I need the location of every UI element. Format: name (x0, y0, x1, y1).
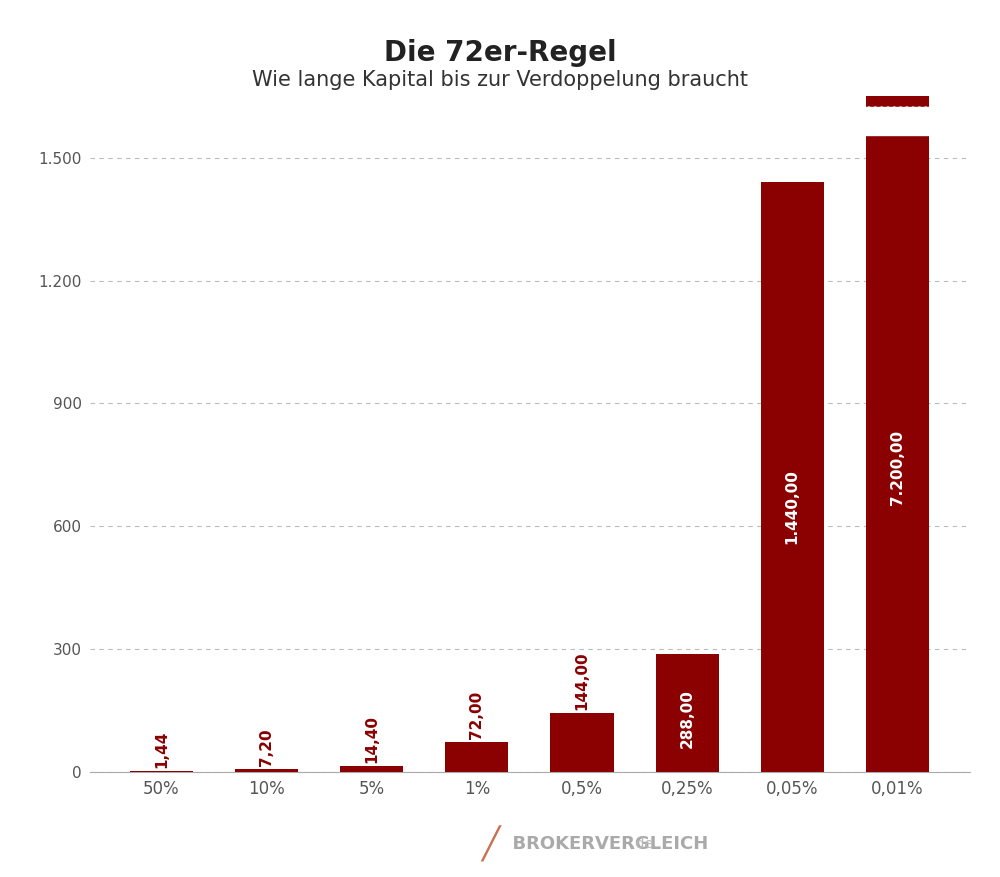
Bar (656, 654, 719, 772)
Bar (445, 742, 508, 772)
Bar (761, 182, 824, 772)
Text: 72,00: 72,00 (469, 691, 484, 739)
Text: 1,44: 1,44 (154, 731, 169, 768)
Text: 1.440,00: 1.440,00 (785, 469, 800, 544)
Text: ╱: ╱ (482, 825, 500, 862)
Text: 14,40: 14,40 (364, 715, 379, 763)
Bar (550, 713, 614, 772)
Text: BROKERVERGLEICH: BROKERVERGLEICH (500, 835, 708, 852)
Text: Die 72er-Regel: Die 72er-Regel (384, 39, 616, 68)
Text: 144,00: 144,00 (575, 651, 590, 709)
Text: 288,00: 288,00 (680, 689, 695, 748)
Text: 7,20: 7,20 (259, 728, 274, 766)
Text: Wie lange Kapital bis zur Verdoppelung braucht: Wie lange Kapital bis zur Verdoppelung b… (252, 70, 748, 90)
Bar (340, 766, 403, 772)
Bar (235, 769, 298, 772)
Text: 7.200,00: 7.200,00 (890, 431, 905, 505)
Bar (866, 96, 929, 772)
Bar (866, 96, 929, 107)
Text: .de: .de (500, 837, 653, 851)
